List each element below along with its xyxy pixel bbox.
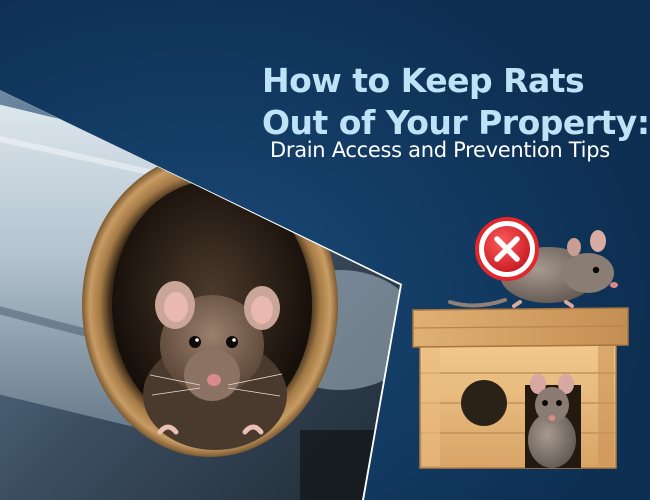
headline-line-1: How to Keep Rats bbox=[262, 61, 585, 101]
headline-line-2: Out of Your Property: bbox=[262, 103, 650, 143]
rat-in-house bbox=[528, 374, 576, 468]
subtitle: Drain Access and Prevention Tips bbox=[270, 138, 610, 162]
x-mark-icon bbox=[494, 236, 520, 262]
house-hole bbox=[461, 380, 507, 426]
headline: How to Keep Rats Out of Your Property: bbox=[262, 60, 650, 144]
warning-badge bbox=[475, 217, 539, 281]
rat-in-pipe bbox=[143, 281, 287, 450]
